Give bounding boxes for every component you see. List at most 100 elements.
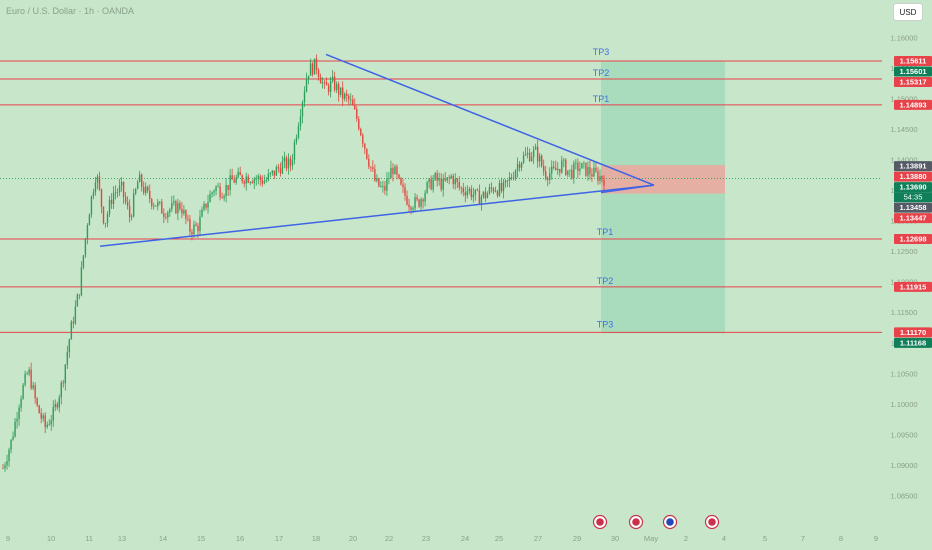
candle-body <box>159 201 161 203</box>
candle-body <box>116 192 119 193</box>
candle-body <box>581 163 583 169</box>
candle-body <box>231 175 233 180</box>
candle-body <box>492 188 495 192</box>
candle-body <box>78 294 81 296</box>
candle-body <box>402 184 404 188</box>
candle-body <box>350 99 352 101</box>
apex-trendline <box>600 184 655 194</box>
candle-body <box>561 160 563 173</box>
candle-body <box>70 321 73 340</box>
candle-body <box>370 166 372 168</box>
x-tick-label: 4 <box>722 534 726 543</box>
candle-body <box>80 267 83 296</box>
candle-body <box>48 424 50 426</box>
us-flag-icon[interactable] <box>628 514 644 530</box>
candle-body <box>42 415 44 419</box>
candle-body <box>275 167 278 176</box>
x-tick-label: 23 <box>422 534 430 543</box>
candle-body <box>352 99 354 106</box>
candle-body <box>147 186 149 191</box>
x-tick-label: 15 <box>197 534 205 543</box>
candle-body <box>428 178 430 183</box>
candle-body <box>32 385 34 389</box>
candle-body <box>50 420 52 425</box>
upper-target-zone <box>601 61 725 179</box>
candle-body <box>291 159 294 166</box>
y-tick-label: 1.10500 <box>890 369 917 378</box>
x-tick-label: 11 <box>85 534 93 543</box>
eu-flag-icon[interactable] <box>662 514 678 530</box>
candle-body <box>333 76 336 91</box>
candle-body <box>155 205 157 207</box>
candle-body <box>518 164 521 168</box>
candle-body <box>498 183 501 196</box>
candle-body <box>440 178 442 190</box>
price-tag-bg <box>894 234 932 245</box>
candle-body <box>478 190 481 204</box>
price-tag-label: 1.14893 <box>899 101 926 110</box>
candle-body <box>189 219 191 232</box>
candle-body <box>114 192 117 194</box>
candle-body <box>545 171 547 179</box>
us-flag-icon[interactable] <box>592 514 608 530</box>
x-tick-label: 29 <box>573 534 581 543</box>
candle-body <box>380 186 382 187</box>
candle-body <box>339 87 342 95</box>
candle-body <box>430 178 432 190</box>
candle-body <box>251 182 253 184</box>
candle-body <box>46 424 48 427</box>
us-flag-icon[interactable] <box>704 514 720 530</box>
candle-body <box>577 162 579 171</box>
candle-body <box>404 187 406 196</box>
candle-body <box>364 143 366 149</box>
candle-body <box>237 171 239 178</box>
candle-body <box>532 149 535 158</box>
candle-body <box>514 170 517 179</box>
candle-body <box>567 170 569 175</box>
x-tick-label: 20 <box>349 534 357 543</box>
candle-body <box>82 255 85 268</box>
candle-body <box>315 58 318 70</box>
candle-body <box>161 201 163 214</box>
candle-body <box>289 158 292 166</box>
candle-body <box>490 187 493 189</box>
candle-body <box>376 178 378 181</box>
currency-button[interactable]: USD <box>893 3 923 21</box>
candle-body <box>219 186 221 198</box>
candle-body <box>436 173 438 181</box>
y-tick-label: 1.09500 <box>890 430 917 439</box>
candle-body <box>24 373 26 385</box>
candle-body <box>122 181 125 197</box>
candle-body <box>171 202 173 210</box>
candle-body <box>599 175 601 181</box>
candle-body <box>466 191 469 196</box>
candle-body <box>245 176 247 184</box>
candle-body <box>392 167 394 175</box>
candle-body <box>213 190 215 193</box>
candle-body <box>255 178 257 180</box>
candle-body <box>354 105 356 110</box>
x-tick-label: 14 <box>159 534 167 543</box>
candle-body <box>128 205 131 218</box>
candle-body <box>108 199 111 214</box>
candle-body <box>329 81 332 92</box>
candle-body <box>134 189 137 194</box>
candle-body <box>307 75 310 79</box>
price-tag-label: 1.11170 <box>900 328 926 337</box>
candle-body <box>195 224 197 226</box>
candle-body <box>205 203 207 208</box>
y-tick-label: 1.11500 <box>891 308 918 317</box>
y-tick-label: 1.08500 <box>890 492 917 501</box>
candle-body <box>341 87 344 99</box>
candle-body <box>510 177 513 179</box>
candle-body <box>64 364 67 384</box>
candle-body <box>520 162 523 168</box>
candle-body <box>235 177 237 183</box>
candle-body <box>215 186 217 191</box>
x-tick-label: 18 <box>312 534 320 543</box>
candle-body <box>153 205 155 207</box>
candle-body <box>62 382 65 384</box>
candle-body <box>460 187 462 189</box>
